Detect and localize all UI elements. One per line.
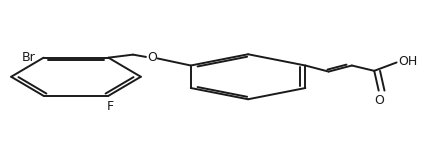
Text: F: F (107, 100, 114, 113)
Text: O: O (147, 51, 157, 64)
Text: Br: Br (22, 51, 36, 64)
Text: OH: OH (398, 55, 417, 68)
Text: O: O (374, 94, 384, 107)
